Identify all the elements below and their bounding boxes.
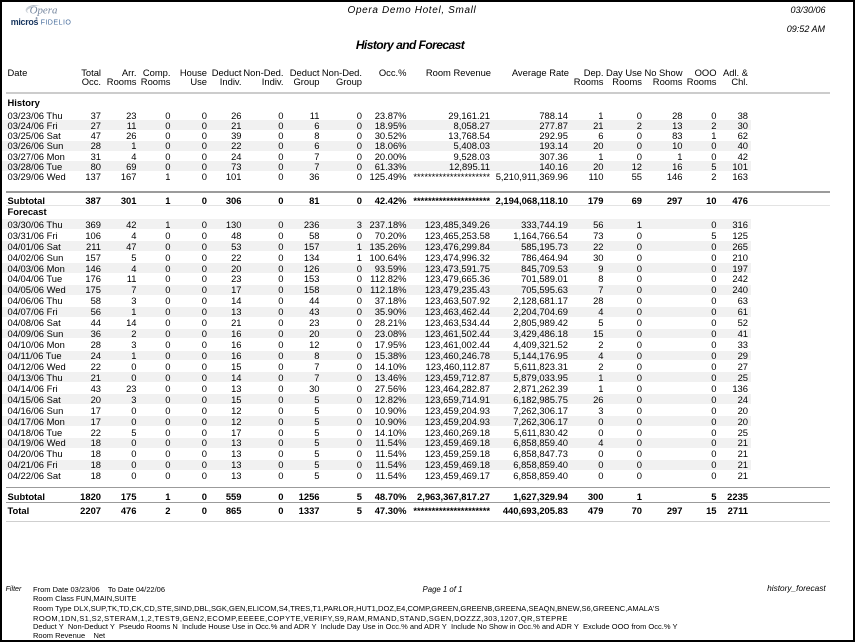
svg-text:®: ® xyxy=(35,17,38,21)
svg-text:FIDELIO: FIDELIO xyxy=(41,19,72,27)
svg-text:Opera: Opera xyxy=(30,4,58,16)
svg-text:micros: micros xyxy=(11,17,39,27)
